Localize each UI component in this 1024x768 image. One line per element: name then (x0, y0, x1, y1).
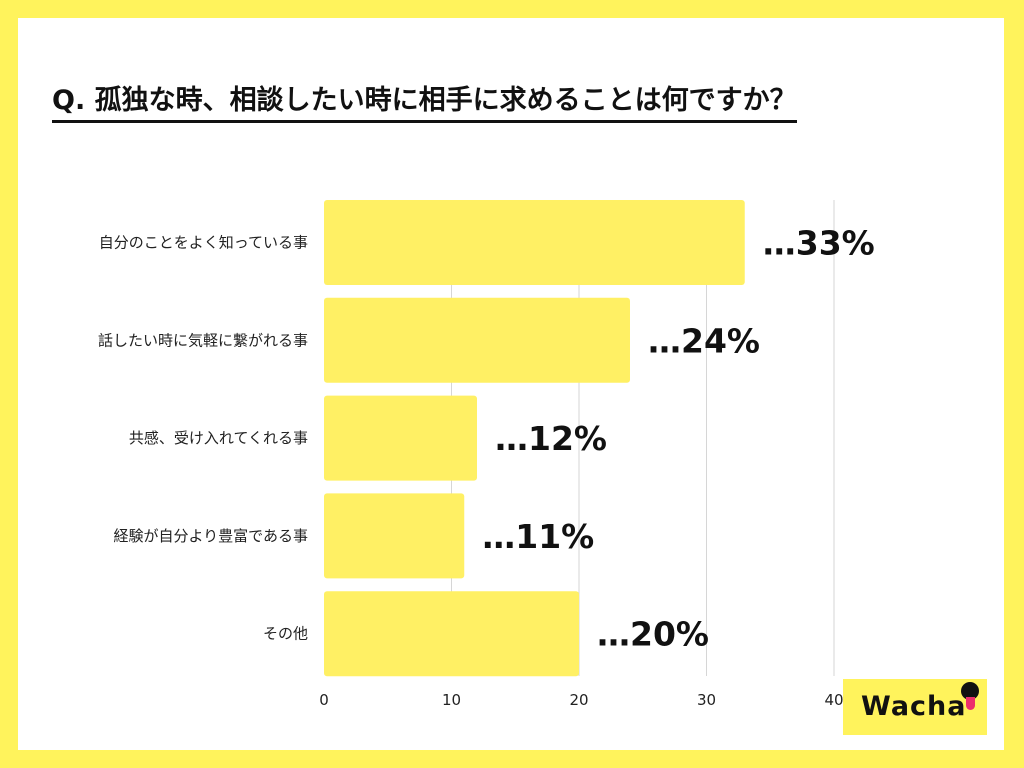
category-label: 自分のことをよく知っている事 (99, 234, 308, 252)
bars (324, 200, 745, 677)
data-label: …33% (763, 224, 875, 263)
x-tick-label: 20 (569, 691, 588, 709)
data-label: …20% (597, 615, 709, 654)
bar (324, 200, 745, 285)
logo-face-icon (961, 682, 979, 700)
data-label: …11% (482, 517, 594, 556)
x-tick-label: 40 (824, 691, 843, 709)
labels: 0 10 20 30 40 自分のことをよく知っている事 …33% 話したい時に気軽に繋がれる… (98, 224, 875, 710)
bar (324, 493, 465, 579)
x-tick-label: 0 (319, 691, 329, 709)
data-label: …24% (648, 321, 760, 360)
brand-logo-text: Wacha (861, 691, 967, 722)
category-label: 経験が自分より豊富である事 (113, 527, 308, 545)
x-tick-label: 10 (442, 691, 461, 709)
bar (324, 297, 630, 383)
logo-tongue-icon (966, 697, 975, 710)
page-title: Q. 孤独な時、相談したい時に相手に求めることは何ですか？ (52, 84, 797, 123)
brand-logo: Wacha (843, 679, 987, 735)
category-label: 共感、受け入れてくれる事 (129, 429, 308, 447)
data-label: …12% (495, 419, 607, 458)
category-label: 話したい時に気軽に繋がれる事 (98, 331, 308, 349)
x-tick-label: 30 (697, 691, 716, 709)
bar (324, 591, 579, 677)
category-label: その他 (263, 625, 308, 643)
bar (324, 395, 477, 481)
